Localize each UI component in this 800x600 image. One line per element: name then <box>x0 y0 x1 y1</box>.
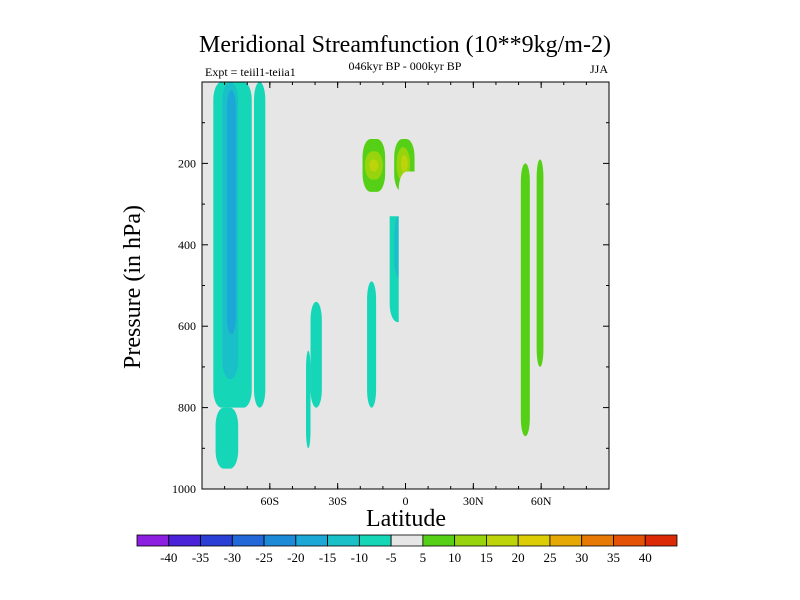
contour-region <box>226 90 236 335</box>
contour-region <box>371 82 383 127</box>
y-tick-label: 200 <box>178 156 196 170</box>
chart-subtitle: 046kyr BP - 000kyr BP <box>349 59 462 73</box>
x-tick-label: 30S <box>328 494 347 508</box>
y-axis-ticks: 200 400 600 800 1000 <box>172 122 609 496</box>
colorbar-label: 5 <box>420 550 427 565</box>
y-tick-label: 400 <box>178 238 196 252</box>
colorbar-swatch <box>454 534 487 547</box>
colorbar-label: 30 <box>575 550 588 565</box>
colorbar: -40 -35 -30 -25 -20 -15 -10 -5 5 10 15 20 25 30 35 40 <box>136 534 678 565</box>
colorbar-label: -20 <box>287 550 304 565</box>
contour-region <box>369 159 379 172</box>
colorbar-label: -25 <box>255 550 272 565</box>
contour-region <box>367 281 377 408</box>
colorbar-label: -15 <box>319 550 336 565</box>
contour-region <box>398 171 429 465</box>
contour-regions <box>213 82 567 469</box>
colorbar-swatch <box>581 534 614 547</box>
colorbar-swatch <box>517 534 551 547</box>
x-tick-label: 60S <box>260 494 279 508</box>
chart-title: Meridional Streamfunction (10**9kg/m-2) <box>199 32 611 58</box>
colorbar-label: -30 <box>224 550 241 565</box>
contour-region <box>464 151 474 192</box>
x-axis-label: Latitude <box>366 506 446 532</box>
colorbar-swatch <box>136 534 170 547</box>
y-tick-label: 800 <box>178 401 196 415</box>
colorbar-swatch <box>486 534 519 547</box>
colorbar-label: 15 <box>480 550 493 565</box>
colorbar-swatch <box>263 534 297 547</box>
colorbar-label: 20 <box>512 550 525 565</box>
experiment-annotation: Expt = teiil1-teiia1 <box>205 65 296 79</box>
colorbar-swatch <box>644 534 678 547</box>
plot-area: 60S 30S 0 30N 60N 200 400 600 800 1000 <box>172 81 610 508</box>
contour-region <box>337 208 349 441</box>
contour-region <box>310 301 322 408</box>
contour-region <box>215 407 239 469</box>
colorbar-label: 10 <box>448 550 461 565</box>
contour-region <box>536 159 544 367</box>
colorbar-swatch <box>231 534 265 547</box>
colorbar-label: 40 <box>639 550 652 565</box>
x-tick-label: 0 <box>403 494 409 508</box>
colorbar-label: -10 <box>351 550 368 565</box>
season-label: JJA <box>590 62 608 76</box>
contour-region <box>561 248 567 416</box>
y-tick-label: 600 <box>178 319 196 333</box>
colorbar-swatch <box>168 534 201 547</box>
colorbar-swatch <box>549 534 583 547</box>
colorbar-label: 35 <box>607 550 620 565</box>
colorbar-label: -40 <box>160 550 177 565</box>
contour-region <box>400 155 408 172</box>
contour-region <box>254 82 266 408</box>
contour-region <box>306 350 311 449</box>
x-axis-ticks: 60S 30S 0 30N 60N <box>224 82 587 508</box>
x-tick-label: 30N <box>463 494 484 508</box>
colorbar-swatch <box>422 534 456 547</box>
contour-region <box>520 163 530 437</box>
colorbar-swatch <box>200 534 233 547</box>
colorbar-swatch <box>358 534 392 547</box>
y-axis-label: Pressure (in hPa) <box>120 205 146 369</box>
colorbar-label: -5 <box>386 550 397 565</box>
colorbar-swatch <box>613 534 646 547</box>
contour-region <box>432 183 444 367</box>
y-tick-label: 1000 <box>172 482 196 496</box>
x-tick-label: 60N <box>531 494 552 508</box>
colorbar-swatch <box>390 534 424 547</box>
colorbar-label: -35 <box>192 550 209 565</box>
colorbar-label: 25 <box>543 550 556 565</box>
colorbar-swatch <box>327 534 360 547</box>
colorbar-swatch <box>295 534 328 547</box>
